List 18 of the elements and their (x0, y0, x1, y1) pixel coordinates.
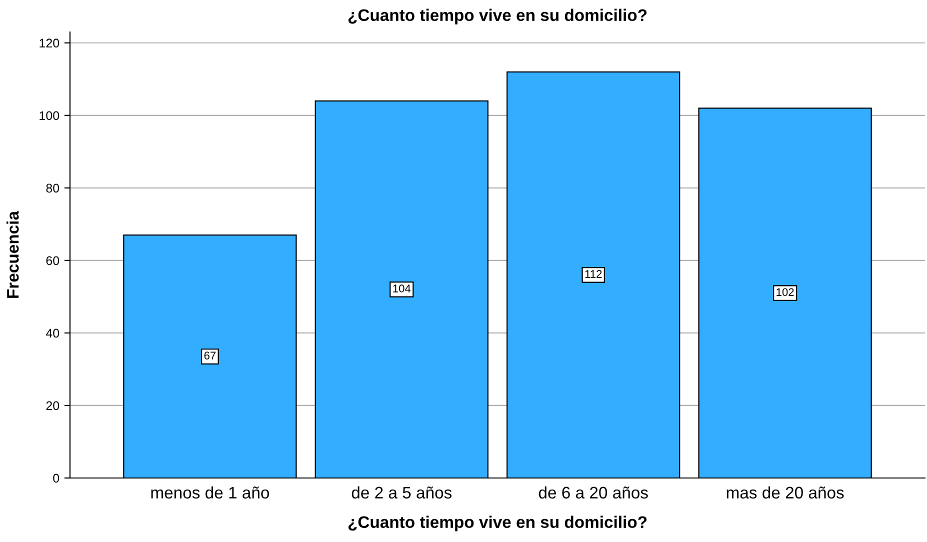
x-tick-label: mas de 20 años (726, 486, 844, 499)
y-tick-label: 80 (46, 184, 60, 193)
x-tick-label: de 2 a 5 años (352, 486, 452, 499)
y-tick-label: 100 (40, 111, 60, 120)
data-label: 102 (776, 288, 794, 296)
y-tick-label: 60 (46, 256, 60, 266)
x-tick-label: menos de 1 año (151, 486, 270, 499)
y-tick-label: 20 (46, 401, 60, 410)
data-label: 67 (204, 352, 216, 360)
chart-title: ¿Cuanto tiempo vive en su domicilio? (348, 8, 647, 24)
data-label: 104 (393, 284, 411, 292)
y-tick-label: 40 (46, 328, 60, 338)
x-axis-title: ¿Cuanto tiempo vive en su domicilio? (348, 516, 647, 532)
x-tick-label: de 6 a 20 años (538, 486, 648, 499)
y-tick-label: 0 (53, 474, 60, 483)
y-tick-label: 120 (40, 38, 60, 48)
data-label: 112 (585, 270, 602, 278)
y-axis-title: Frecuencia (6, 210, 19, 298)
